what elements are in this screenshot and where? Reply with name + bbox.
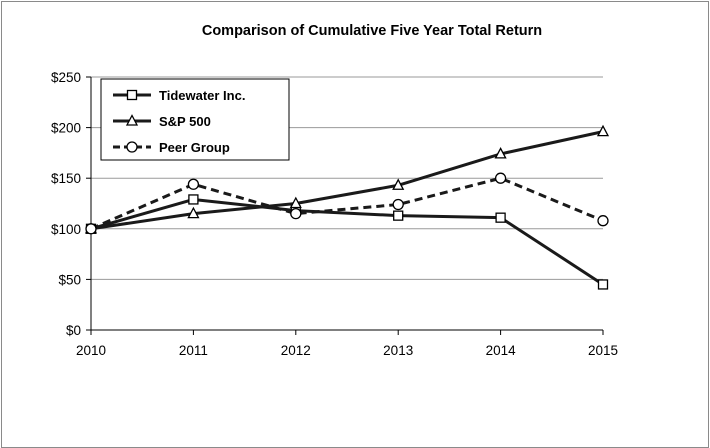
legend-marker-sp500 <box>125 114 139 126</box>
series-line-sp500 <box>90 130 604 231</box>
legend-label-sp500: S&P 500 <box>159 114 211 129</box>
x-tick-label: 2014 <box>486 343 517 358</box>
data-point-sp500-2011 <box>187 206 200 219</box>
chart-title: Comparison of Cumulative Five Year Total… <box>202 23 542 39</box>
data-point-tidewater-2011 <box>188 194 199 205</box>
legend-marker-peer-group <box>126 141 138 153</box>
data-point-peer-group-2012 <box>290 207 302 220</box>
y-tick-label: $50 <box>58 272 81 287</box>
data-point-peer-group-2014 <box>494 172 507 184</box>
series-line-tidewater <box>90 197 604 286</box>
y-tick-label: $150 <box>51 171 81 186</box>
plot-area: $0 $50 $100 $150 $200 $250 2010 2011 2012 2013 201… <box>51 70 618 358</box>
y-tick-label: $200 <box>51 121 81 136</box>
legend: Tidewater Inc. S&P 500 Peer Group <box>100 78 290 161</box>
legend-label-tidewater: Tidewater Inc. <box>159 88 245 103</box>
legend-marker-tidewater <box>126 89 138 101</box>
y-tick-label: $250 <box>51 70 81 85</box>
x-tick-label: 2010 <box>76 343 106 358</box>
data-point-peer-group-2015 <box>597 215 609 227</box>
x-tick-label: 2015 <box>588 343 618 358</box>
data-point-sp500-2015 <box>596 124 610 137</box>
data-point-sp500-2012 <box>289 196 302 209</box>
data-point-tidewater-2014 <box>495 212 506 223</box>
data-point-peer-group-2013 <box>392 198 404 211</box>
y-tick-label: $0 <box>66 323 81 338</box>
data-point-sp500-2013 <box>392 178 405 190</box>
data-point-tidewater-2015 <box>597 279 609 290</box>
data-point-sp500-2014 <box>494 147 507 159</box>
legend-label-peer-group: Peer Group <box>159 140 230 155</box>
y-tick-label: $100 <box>51 222 81 237</box>
x-tick-label: 2011 <box>179 343 208 358</box>
x-tick-label: 2013 <box>383 343 413 358</box>
data-point-tidewater-2013 <box>393 210 404 221</box>
series-line-peer-group <box>90 176 604 231</box>
data-point-peer-group-2010 <box>85 223 97 235</box>
data-point-peer-group-2011 <box>187 178 200 190</box>
x-tick-label: 2012 <box>281 343 311 358</box>
